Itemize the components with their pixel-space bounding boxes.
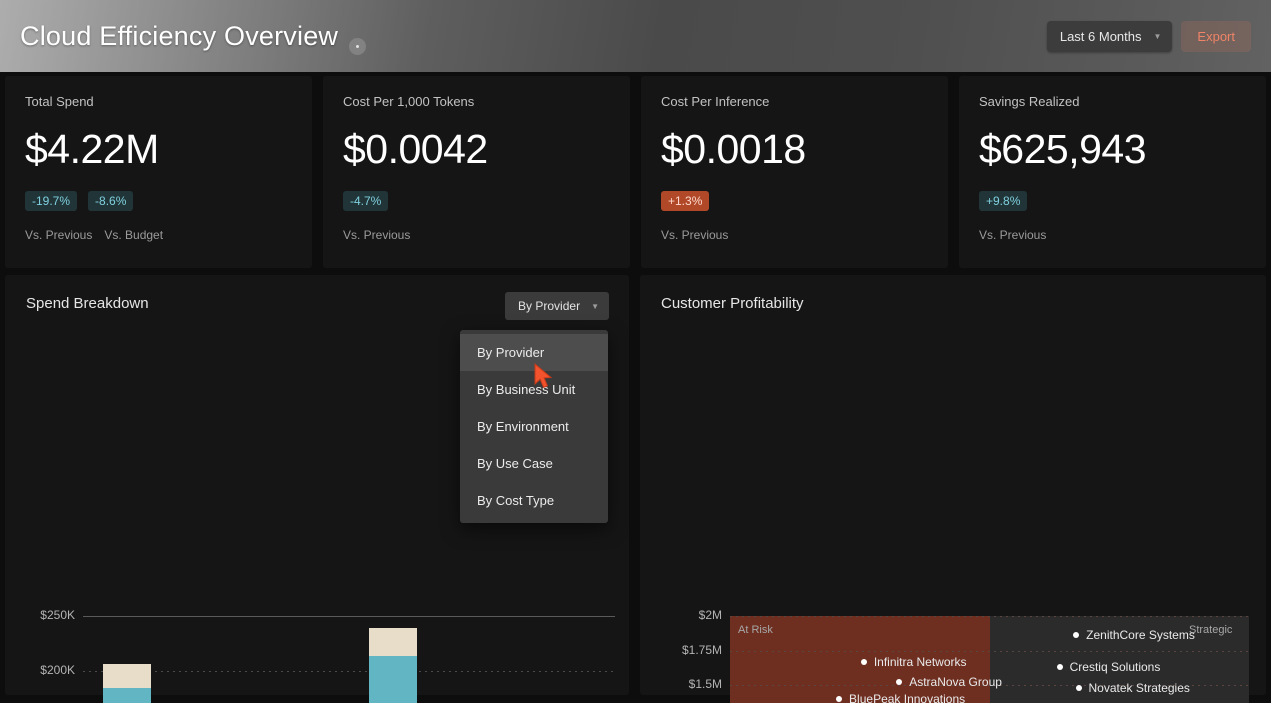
scatter-dot-icon <box>896 679 903 686</box>
kpi-label: Cost Per 1,000 Tokens <box>343 94 475 109</box>
dimension-dropdown-menu[interactable]: By Provider By Business Unit By Environmen… <box>460 330 608 523</box>
kpi-value: $625,943 <box>979 126 1147 172</box>
kpi-sublabel: Vs. Previous <box>25 228 93 242</box>
bar-segment-openai <box>369 655 418 703</box>
status-badge: -19.7% <box>25 191 78 211</box>
scatter-dot-icon <box>1056 664 1063 671</box>
dot-icon <box>349 37 367 55</box>
scatter-point[interactable]: Infinitra Networks <box>860 655 967 670</box>
mouse-pointer-icon <box>534 363 553 389</box>
chart-gridline <box>730 651 1249 652</box>
date-range-label: Last 6 Months <box>1059 28 1142 44</box>
quadrant-label: At Risk <box>738 624 773 636</box>
kpi-sublabels: Vs. Previous <box>979 228 1046 242</box>
kpi-value: $4.22M <box>25 126 159 172</box>
dropdown-item-1[interactable]: By Business Unit <box>477 382 576 397</box>
kpi-label: Savings Realized <box>979 94 1080 109</box>
date-range-selector[interactable]: Last 6 Months ▼ <box>1046 20 1173 52</box>
y-axis-tick-label: $1.5M <box>688 677 722 691</box>
chevron-down-icon: ▼ <box>591 301 599 311</box>
scatter-point[interactable]: AstraNova Group <box>896 675 1002 689</box>
scatter-point[interactable]: ZenithCore Systems <box>1073 628 1195 642</box>
chart-gridline <box>83 671 615 672</box>
scatter-dot-icon <box>860 659 867 666</box>
kpi-sublabel: Vs. Budget <box>104 228 164 242</box>
bar-column[interactable] <box>103 663 152 703</box>
kpi-sublabel: Vs. Previous <box>661 228 729 242</box>
dropdown-item-4[interactable]: By Cost Type <box>477 493 555 508</box>
quadrant-strategic <box>989 616 1249 703</box>
profitability-scatter-chart: At RiskStrategicLow ROIEfficient$0$250K$… <box>640 275 1266 703</box>
dimension-selector[interactable]: By Provider ▼ <box>505 292 609 320</box>
kpi-badges: +1.3% <box>661 191 710 211</box>
spend-bar-chart: $0K$50K$100K$150K$200K$250KMarAprMayJunJ… <box>5 275 629 703</box>
scatter-dot-icon <box>1073 632 1080 639</box>
chart-gridline <box>730 685 1249 686</box>
scatter-point-label: BluePeak Innovations <box>849 692 966 703</box>
bar-segment-openai <box>103 688 152 703</box>
kpi-sublabels: Vs. Previous <box>343 228 410 242</box>
quadrant-label: Strategic <box>1189 624 1233 636</box>
y-axis-tick-label: $250K <box>40 608 75 622</box>
scatter-point-label: Infinitra Networks <box>873 655 967 670</box>
chart-gridline <box>730 616 1249 617</box>
kpi-badges: +9.8% <box>979 191 1028 211</box>
chart-gridline <box>83 616 615 617</box>
scatter-point[interactable]: BluePeak Innovations <box>836 692 965 703</box>
kpi-value: $0.0042 <box>343 126 488 172</box>
dimension-selector-label: By Provider <box>518 299 581 313</box>
dropdown-item-3[interactable]: By Use Case <box>477 456 553 471</box>
scatter-dot-icon <box>1075 685 1082 692</box>
status-badge: -8.6% <box>88 191 134 211</box>
status-badge: +1.3% <box>661 191 710 211</box>
chevron-down-icon: ▼ <box>1153 31 1162 41</box>
kpi-card-savings-realized[interactable]: Savings Realized $625,943 +9.8% Vs. Prev… <box>959 76 1266 268</box>
kpi-card-row: Total Spend $4.22M -19.7% -8.6% Vs. Prev… <box>5 76 1266 268</box>
scatter-point-label: AstraNova Group <box>909 675 1002 690</box>
scatter-point[interactable]: Crestiq Solutions <box>1056 660 1161 675</box>
kpi-sublabels: Vs. Previous <box>661 228 728 242</box>
quadrant-at-risk <box>730 616 990 703</box>
bar-segment-anthropic <box>103 663 152 689</box>
scatter-point-label: Crestiq Solutions <box>1069 660 1161 675</box>
header-actions: Last 6 Months ▼ Export <box>1046 20 1251 52</box>
kpi-badges: -19.7% -8.6% <box>25 191 134 211</box>
kpi-badges: -4.7% <box>343 191 389 211</box>
kpi-label: Cost Per Inference <box>661 94 770 109</box>
panel-row: Spend Breakdown By Provider ▼ $0K$50K$10… <box>5 275 1266 703</box>
bar-column[interactable] <box>369 628 418 703</box>
kpi-value: $0.0018 <box>661 126 806 172</box>
scatter-point-label: Novatek Strategies <box>1088 681 1190 696</box>
bar-segment-anthropic <box>369 628 418 656</box>
scatter-point-label: ZenithCore Systems <box>1086 628 1195 643</box>
kpi-sublabels: Vs. Previous Vs. Budget <box>25 228 163 242</box>
panel-title: Spend Breakdown <box>26 295 149 312</box>
y-axis-tick-label: $2M <box>698 608 722 622</box>
kpi-sublabel: Vs. Previous <box>979 228 1047 242</box>
kpi-card-cost-per-1000-tokens[interactable]: Cost Per 1,000 Tokens $0.0042 -4.7% Vs. … <box>323 76 630 268</box>
y-axis-tick-label: $200K <box>40 663 75 677</box>
dropdown-item-2[interactable]: By Environment <box>477 419 569 434</box>
page-title-text: Cloud Efficiency Overview <box>20 20 339 51</box>
dropdown-item-0[interactable]: By Provider <box>460 334 608 371</box>
app-header: Cloud Efficiency Overview Last 6 Months … <box>0 0 1271 72</box>
kpi-sublabel: Vs. Previous <box>343 228 411 242</box>
panel-title: Customer Profitability <box>661 295 804 312</box>
page-title: Cloud Efficiency Overview <box>20 20 367 55</box>
status-badge: +9.8% <box>979 191 1028 211</box>
customer-profitability-panel: Customer Profitability At RiskStrategicL… <box>640 275 1266 703</box>
y-axis-tick-label: $1.75M <box>681 643 722 657</box>
kpi-label: Total Spend <box>25 94 94 109</box>
status-badge: -4.7% <box>343 191 389 211</box>
kpi-card-cost-per-inference[interactable]: Cost Per Inference $0.0018 +1.3% Vs. Pre… <box>641 76 948 268</box>
export-button[interactable]: Export <box>1181 20 1251 52</box>
scatter-dot-icon <box>836 696 843 703</box>
scatter-point[interactable]: Novatek Strategies <box>1075 681 1190 696</box>
kpi-card-total-spend[interactable]: Total Spend $4.22M -19.7% -8.6% Vs. Prev… <box>5 76 312 268</box>
